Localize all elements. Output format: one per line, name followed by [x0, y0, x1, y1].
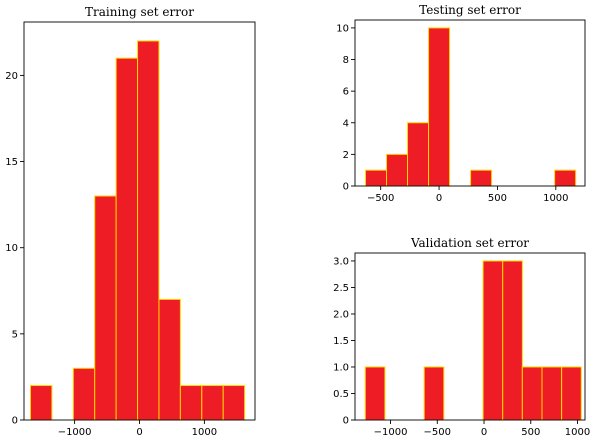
- validation-error-x-tick-label: 0: [481, 427, 487, 438]
- validation-error-y-tick-label: 0: [343, 416, 349, 427]
- testing-error-axes-frame: [354, 19, 586, 187]
- training-error-y-tick-label: 10: [5, 243, 18, 254]
- validation-error-x-tick-label: 1000: [565, 427, 590, 438]
- training-error-y-tick-label: 0: [12, 416, 18, 427]
- testing-error-y-tick-label: 4: [343, 118, 349, 129]
- validation-error-bar: [521, 366, 543, 421]
- testing-error-y-tick-label: 10: [336, 23, 349, 34]
- validation-error-bar: [502, 260, 523, 421]
- training-error-x-tick-label: 0: [136, 427, 142, 438]
- training-error-y-tick-label: 5: [12, 329, 18, 340]
- testing-error-title: Testing set error: [419, 3, 521, 17]
- testing-error-x-tick-label: 1000: [543, 193, 568, 204]
- training-error-bar: [115, 57, 139, 421]
- validation-error-bar: [482, 260, 504, 421]
- training-error-title: Training set error: [85, 5, 194, 19]
- validation-error-bar: [423, 366, 445, 421]
- validation-error-axes-frame: [354, 252, 586, 421]
- testing-error-bar: [386, 153, 409, 187]
- validation-error-x-tick-label: −500: [424, 427, 451, 438]
- validation-error-y-tick-label: 2.0: [333, 309, 349, 320]
- validation-error-title: Validation set error: [410, 236, 529, 250]
- testing-error-x-tick-label: 500: [488, 193, 507, 204]
- testing-error-bar: [365, 169, 388, 187]
- validation-error-y-tick-label: 2.5: [333, 283, 349, 294]
- training-error-y-tick-label: 20: [5, 71, 18, 82]
- testing-error-bar: [407, 122, 430, 187]
- validation-error-x-tick-label: 500: [521, 427, 540, 438]
- validation-error-y-tick-label: 3.0: [333, 256, 349, 267]
- training-error-bar: [72, 367, 96, 421]
- validation-error-y-tick-label: 0.5: [333, 389, 349, 400]
- training-error-bar: [201, 385, 224, 421]
- validation-error-y-tick-label: 1.0: [333, 362, 349, 373]
- training-error-bar: [158, 298, 181, 421]
- training-error-x-tick-label: −1000: [58, 427, 92, 438]
- testing-error-x-tick-label: −500: [367, 193, 394, 204]
- testing-error-x-tick-label: 0: [436, 193, 442, 204]
- training-error-bar: [94, 195, 117, 421]
- testing-error-histogram: Testing set error −500 0 500 1000 0 2 4 6 8 10: [336, 3, 586, 204]
- testing-error-bar: [470, 169, 493, 187]
- validation-error-x-tick-label: −1000: [374, 427, 408, 438]
- validation-error-y-tick-label: 1.5: [333, 336, 349, 347]
- validation-error-bar: [561, 366, 582, 421]
- validation-error-bar: [541, 366, 563, 421]
- validation-error-histogram: Validation set error −1000 −500 0 500 1000 0 0.…: [333, 236, 590, 438]
- testing-error-y-tick-label: 8: [343, 55, 349, 66]
- training-error-bar: [29, 385, 53, 421]
- training-error-y-tick-label: 15: [5, 157, 18, 168]
- training-error-bar: [137, 40, 160, 421]
- testing-error-bar: [428, 27, 451, 187]
- testing-error-y-tick-label: 2: [343, 150, 349, 161]
- training-error-histogram: Training set error −1000 0 1000 0 5 10 15 20: [5, 5, 256, 438]
- training-error-bar: [222, 385, 246, 421]
- validation-error-bar: [364, 366, 386, 421]
- training-error-bar: [179, 385, 203, 421]
- testing-error-bar: [554, 169, 577, 187]
- training-error-x-tick-label: 1000: [192, 427, 217, 438]
- testing-error-y-tick-label: 0: [343, 182, 349, 193]
- testing-error-y-tick-label: 6: [343, 87, 349, 98]
